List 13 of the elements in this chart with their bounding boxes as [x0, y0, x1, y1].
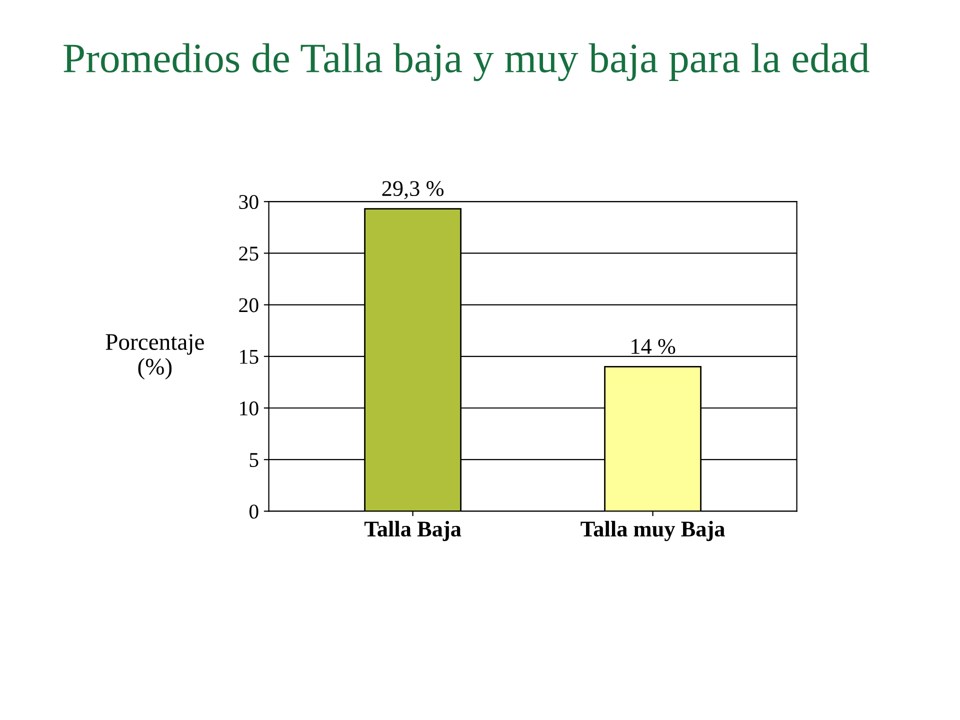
x-tick-label: Talla Baja	[364, 520, 462, 542]
y-tick-label: 15	[240, 350, 258, 364]
data-label: 29,3 %	[382, 181, 444, 200]
y-tick-label: 5	[250, 453, 258, 468]
data-label: 14 %	[632, 338, 676, 354]
y-tick-label: 0	[249, 504, 258, 519]
y-axis-title: Porcentaje (%)	[106, 334, 204, 380]
y-tick-label: 10	[240, 401, 258, 416]
chart-title: Promedios de Talla baja y muy baja para la edad	[64, 43, 870, 82]
y-tick-label: 20	[239, 298, 258, 312]
y-tick-label: 25	[239, 246, 258, 261]
x-tick-label: Talla muy Baja	[580, 520, 725, 542]
y-tick-label: 30	[239, 194, 258, 210]
